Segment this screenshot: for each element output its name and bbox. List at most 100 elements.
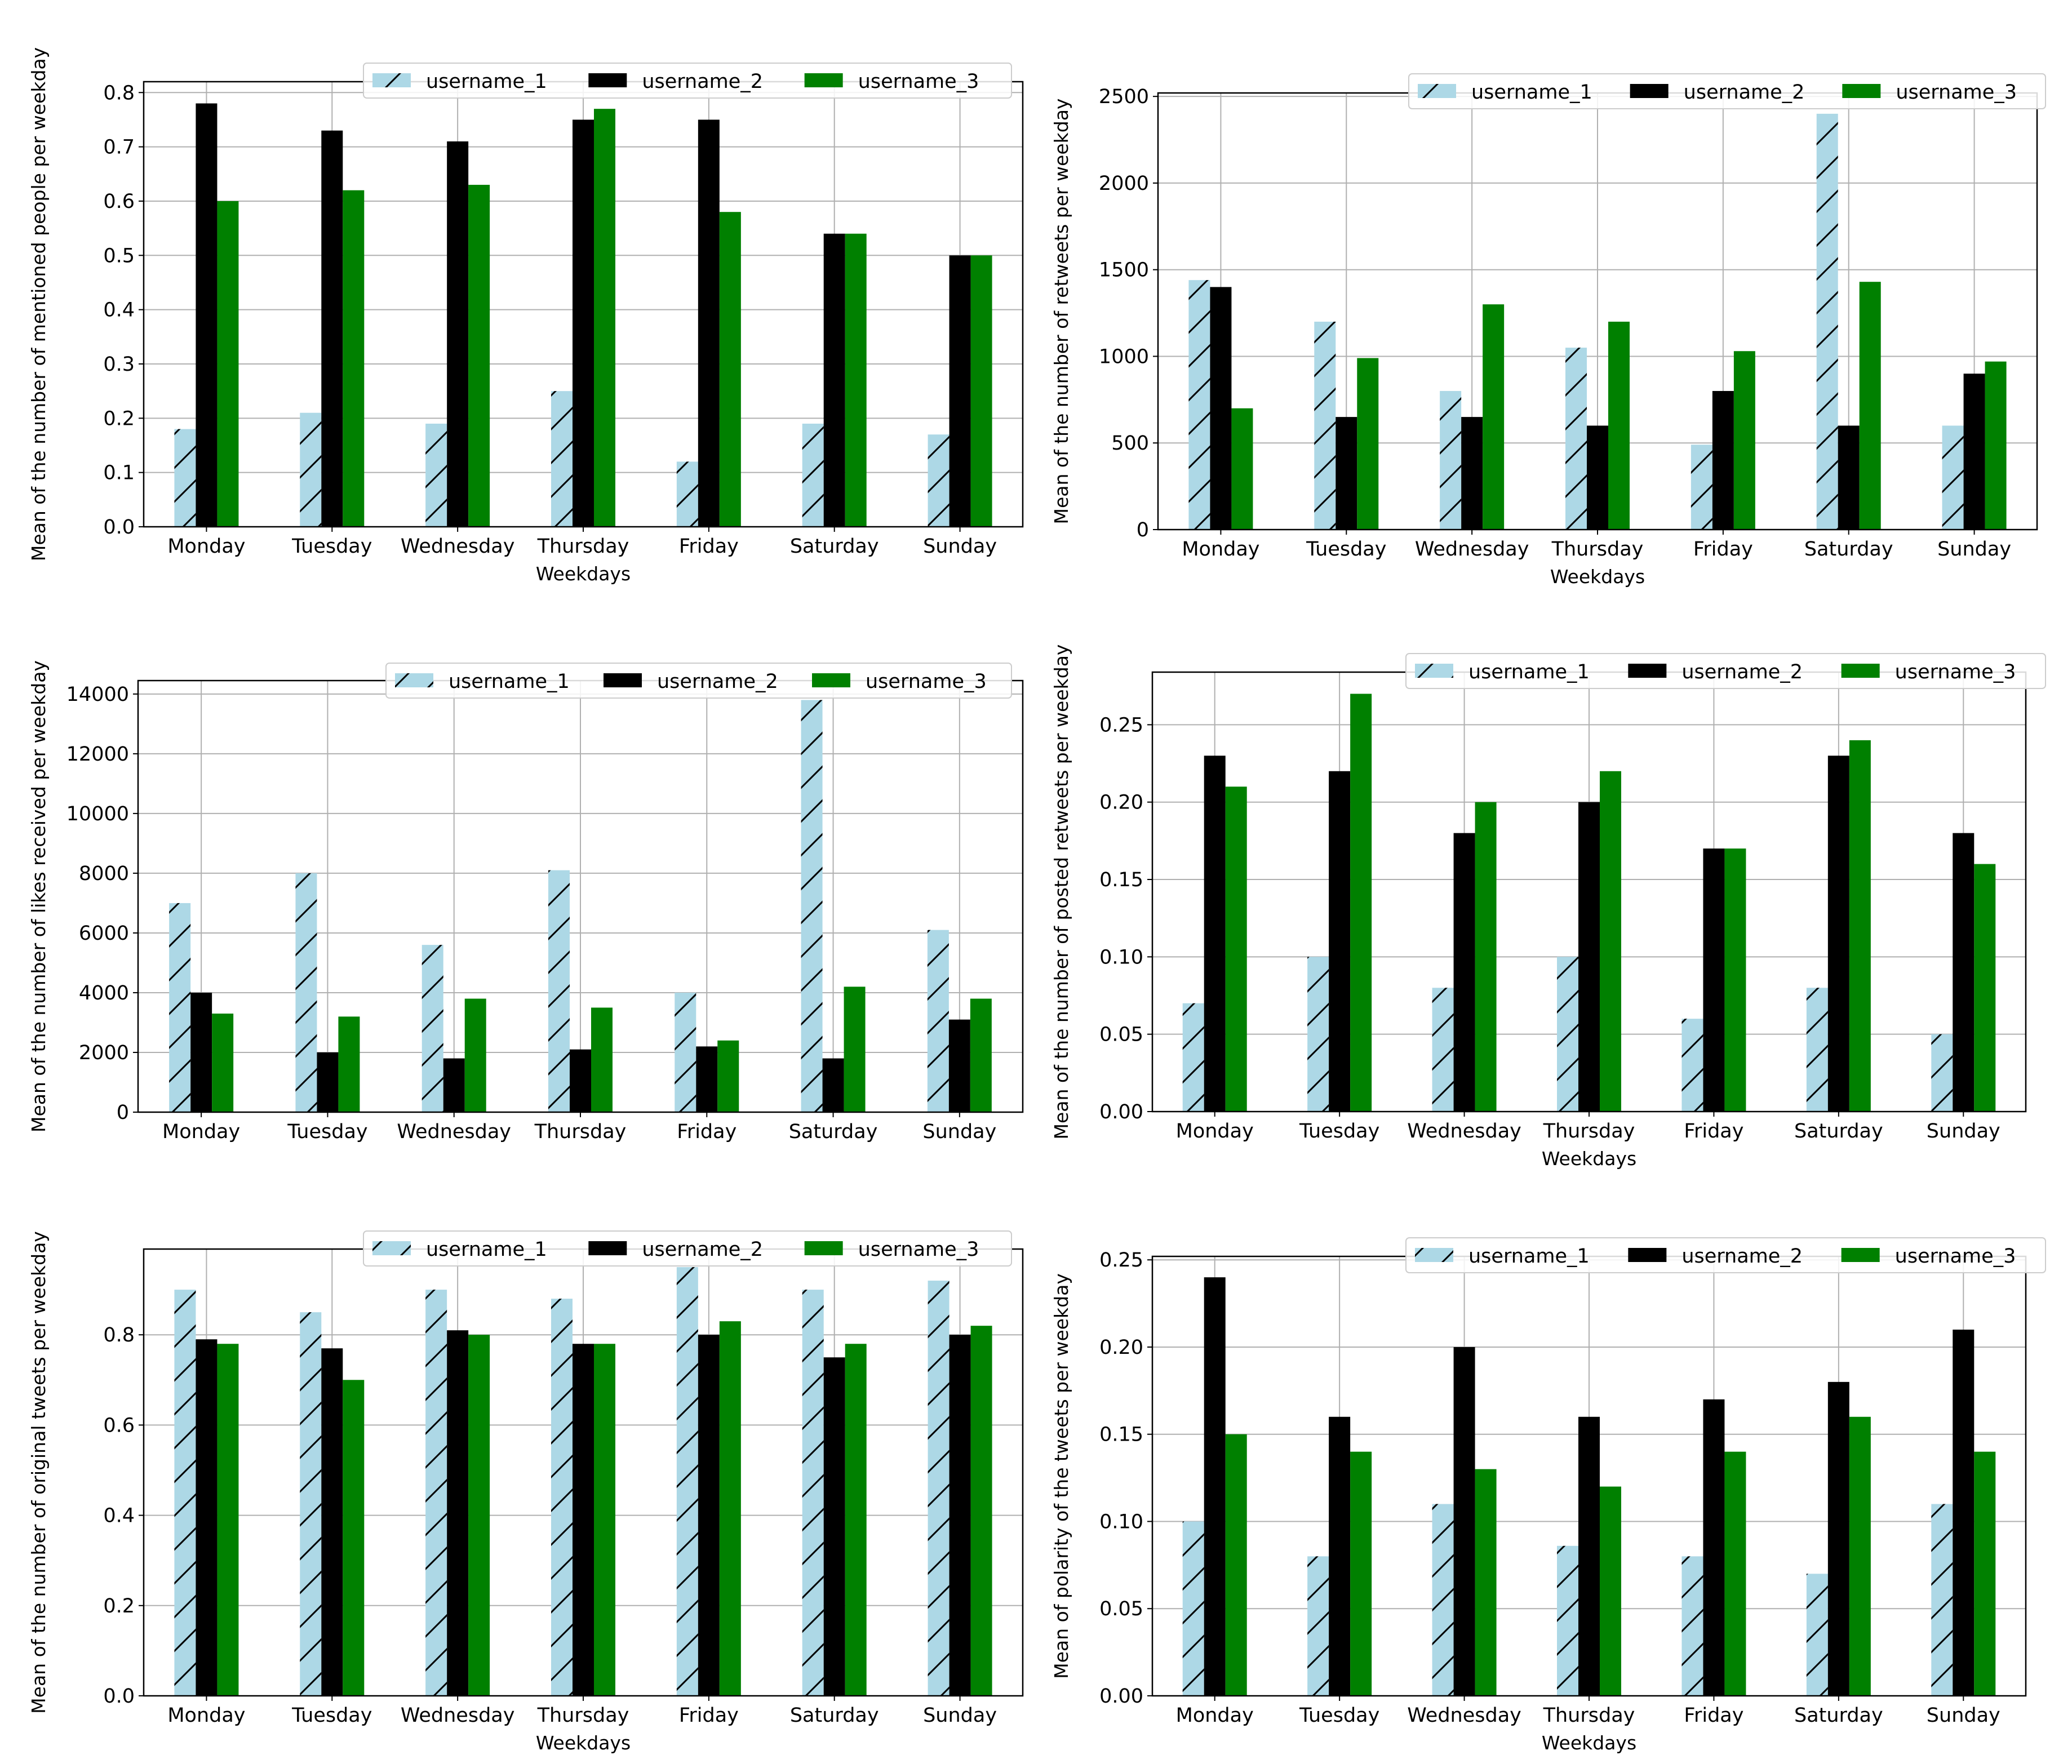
legend: username_1 username_2 username_3	[1405, 1237, 2046, 1273]
bar-username_3-tuesday	[1350, 694, 1372, 1112]
bar-hatch-sunday	[927, 930, 949, 1112]
bar-hatch-tuesday	[1307, 957, 1329, 1112]
y-tick-label: 0.8	[103, 82, 135, 104]
legend-label-username_1: username_1	[426, 1238, 547, 1261]
bar-username_2-sunday	[1953, 833, 1975, 1112]
bar-hatch-monday	[1188, 280, 1210, 530]
bar-username_2-thursday	[570, 1049, 591, 1112]
bar-username_3-sunday	[970, 255, 992, 527]
legend-swatch-hatch	[1418, 84, 1456, 98]
bar-hatch-tuesday	[300, 1312, 322, 1696]
x-axis-label: Weekdays	[1542, 1148, 1636, 1170]
bar-hatch-thursday	[551, 391, 573, 527]
bars	[169, 700, 992, 1112]
bar-username_3-thursday	[594, 109, 615, 527]
bar-hatch-sunday	[1942, 425, 1964, 530]
bars	[1188, 113, 2007, 530]
x-tick-label: Tuesday	[1306, 538, 1386, 561]
legend-label-username_3: username_3	[1896, 81, 2017, 104]
bar-username_3-saturday	[1849, 740, 1871, 1112]
bar-hatch-sunday	[1931, 1034, 1953, 1112]
bar-hatch-saturday	[802, 1290, 824, 1696]
bar-hatch-tuesday	[1314, 321, 1336, 530]
bar-hatch-friday	[676, 461, 698, 527]
bar-hatch-thursday	[548, 870, 570, 1112]
legend: username_1 username_2 username_3	[1405, 653, 2046, 689]
x-tick-label: Friday	[1684, 1704, 1743, 1727]
bar-username_2-thursday	[1578, 802, 1600, 1112]
x-tick-label: Wednesday	[1407, 1120, 1521, 1143]
legend-swatch-username_3	[804, 73, 843, 87]
bar-username_3-sunday	[970, 998, 992, 1112]
legend-label-username_3: username_3	[858, 1238, 979, 1261]
bar-username_2-sunday	[949, 1335, 971, 1696]
y-tick-label: 0.20	[1099, 792, 1143, 814]
chart-panel-3: 0 2000 4000 6000 8000 10000 12000 14000 Monday Tu…	[28, 660, 1024, 1143]
x-tick-label: Thursday	[534, 1121, 627, 1143]
legend-swatch-username_2	[1628, 1248, 1667, 1262]
bar-username_3-saturday	[844, 987, 866, 1112]
bar-hatch-monday	[174, 429, 196, 527]
bar-hatch-saturday	[1806, 988, 1828, 1112]
chart-panel-1: 0.0 0.1 0.2 0.3 0.4 0.5 0.6 0.7 0.8 Monday Tuesday…	[28, 47, 1024, 585]
bar-username_3-thursday	[591, 1007, 613, 1112]
x-tick-label: Sunday	[923, 535, 997, 558]
legend-swatch-hatch	[1415, 1248, 1453, 1262]
bar-username_2-wednesday	[1461, 417, 1483, 530]
bar-username_2-monday	[196, 1339, 218, 1696]
legend-label-username_1: username_1	[1468, 661, 1590, 683]
bar-username_3-saturday	[1859, 282, 1881, 530]
legend-label-username_1: username_1	[449, 670, 570, 693]
legend-swatch-username_3	[804, 1241, 843, 1255]
y-tick-label: 0.05	[1099, 1024, 1143, 1046]
y-tick-label: 0.8	[103, 1324, 135, 1347]
bar-username_3-saturday	[845, 233, 867, 527]
legend-swatch-hatch	[395, 673, 433, 687]
bar-username_2-monday	[190, 992, 212, 1112]
x-tick-label: Wednesday	[401, 535, 515, 558]
grid-lines	[138, 681, 1023, 1113]
bar-username_2-friday	[1712, 390, 1734, 530]
x-axis-label: Weekdays	[1542, 1732, 1636, 1754]
bar-username_3-friday	[719, 212, 741, 527]
x-tick-label: Monday	[1176, 1704, 1254, 1727]
bar-hatch-saturday	[801, 700, 823, 1112]
legend-label-username_2: username_2	[642, 1238, 763, 1261]
bar-username_3-friday	[719, 1321, 741, 1696]
bar-username_3-thursday	[594, 1344, 615, 1696]
y-tick-label: 14000	[66, 683, 129, 706]
y-axis-label: Mean of the number of posted retweets pe…	[1050, 645, 1072, 1140]
x-tick-label: Sunday	[923, 1704, 997, 1727]
bar-hatch-tuesday	[295, 873, 317, 1112]
bar-username_2-saturday	[823, 233, 845, 527]
bar-username_3-saturday	[1849, 1416, 1871, 1696]
x-tick-label: Friday	[677, 1121, 736, 1143]
y-tick-label: 0.00	[1099, 1685, 1143, 1708]
legend-label-username_1: username_1	[426, 70, 547, 93]
bar-username_3-wednesday	[1483, 304, 1505, 530]
x-tick-label: Saturday	[789, 1121, 878, 1143]
bar-username_3-monday	[217, 1344, 239, 1696]
bar-username_2-tuesday	[321, 130, 343, 527]
legend-swatch-hatch	[372, 73, 411, 87]
bar-hatch-monday	[174, 1290, 196, 1696]
legend-label-username_3: username_3	[866, 670, 987, 693]
bar-username_3-thursday	[1608, 321, 1630, 530]
legend-label-username_1: username_1	[1468, 1245, 1590, 1268]
y-tick-label: 0.4	[103, 1505, 135, 1527]
legend-label-username_1: username_1	[1471, 81, 1592, 104]
y-tick-label: 0.4	[103, 299, 135, 322]
x-tick-label: Friday	[679, 535, 739, 558]
x-tick-label: Saturday	[790, 1704, 879, 1727]
bar-username_3-tuesday	[1350, 1451, 1372, 1696]
bar-username_2-wednesday	[447, 1330, 469, 1696]
bar-username_3-monday	[1225, 787, 1247, 1112]
bar-username_2-monday	[1204, 756, 1226, 1112]
bar-username_2-sunday	[1963, 374, 1985, 530]
legend-swatch-username_3	[1842, 84, 1881, 98]
y-tick-label: 6000	[79, 922, 129, 945]
x-tick-label: Tuesday	[291, 1704, 372, 1727]
y-tick-label: 12000	[66, 743, 129, 766]
bar-username_3-friday	[1724, 848, 1746, 1112]
bar-username_2-saturday	[1827, 1381, 1849, 1696]
